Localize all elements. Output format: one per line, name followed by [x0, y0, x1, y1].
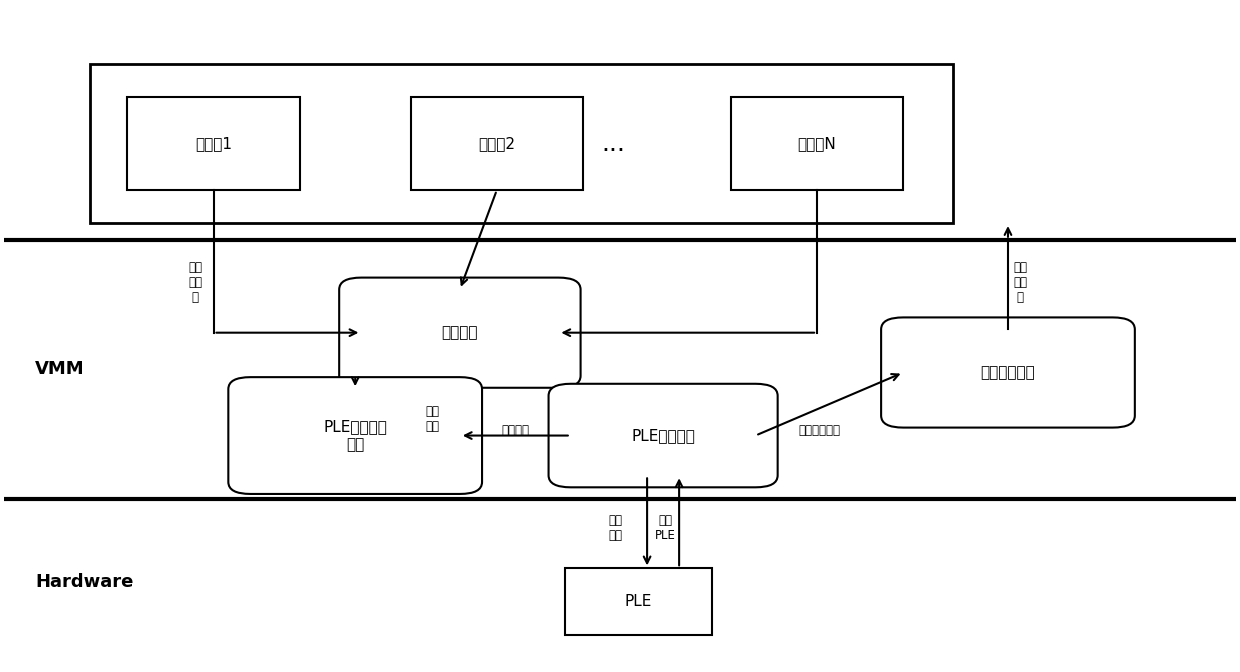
FancyBboxPatch shape: [548, 384, 777, 487]
Text: 虚拟机1: 虚拟机1: [195, 136, 232, 151]
Text: 虚拟机2: 虚拟机2: [479, 136, 516, 151]
Text: 传入
参数: 传入 参数: [425, 405, 440, 433]
Text: 写入
参数: 写入 参数: [608, 515, 622, 542]
Text: 触发
PLE: 触发 PLE: [655, 515, 676, 542]
Text: Hardware: Hardware: [35, 573, 134, 591]
Text: 发送调度信息: 发送调度信息: [799, 424, 841, 437]
Text: 协同调度模块: 协同调度模块: [981, 365, 1035, 380]
Text: 获取参数: 获取参数: [501, 424, 529, 437]
Text: PLE管理模块: PLE管理模块: [631, 428, 696, 443]
Text: 虚拟机N: 虚拟机N: [797, 136, 837, 151]
Bar: [410, 97, 583, 190]
Text: 调度
虚拟
机: 调度 虚拟 机: [1013, 261, 1027, 304]
FancyBboxPatch shape: [340, 278, 580, 388]
Text: 监控模块: 监控模块: [441, 325, 479, 340]
Bar: [564, 569, 712, 634]
Text: PLE参数管理
模块: PLE参数管理 模块: [324, 419, 387, 452]
Bar: [91, 64, 952, 223]
Bar: [128, 97, 300, 190]
FancyBboxPatch shape: [882, 317, 1135, 427]
Text: PLE: PLE: [625, 594, 652, 609]
Text: 监控
虚拟
机: 监控 虚拟 机: [188, 261, 202, 304]
FancyBboxPatch shape: [228, 377, 482, 494]
Text: VMM: VMM: [35, 360, 84, 378]
Text: ...: ...: [601, 132, 626, 155]
Bar: [730, 97, 903, 190]
